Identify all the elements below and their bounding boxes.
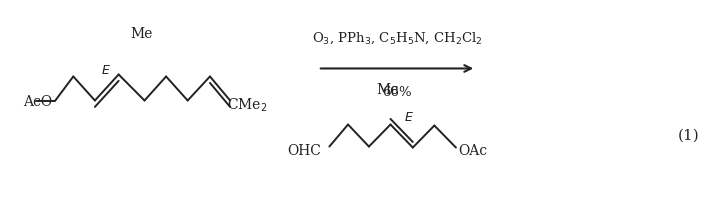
- Text: O$_3$, PPh$_3$, C$_5$H$_5$N, CH$_2$Cl$_2$: O$_3$, PPh$_3$, C$_5$H$_5$N, CH$_2$Cl$_2…: [312, 31, 482, 46]
- Text: OAc: OAc: [458, 143, 487, 157]
- Text: Me: Me: [131, 27, 153, 41]
- Text: CMe$_2$: CMe$_2$: [227, 96, 267, 114]
- Text: $E$: $E$: [404, 110, 414, 123]
- Text: $E$: $E$: [101, 64, 110, 77]
- Text: AcO: AcO: [23, 94, 52, 108]
- Text: OHC: OHC: [287, 143, 321, 157]
- Text: Me: Me: [376, 83, 399, 97]
- Text: (1): (1): [677, 128, 699, 142]
- Text: 66%: 66%: [382, 86, 412, 99]
